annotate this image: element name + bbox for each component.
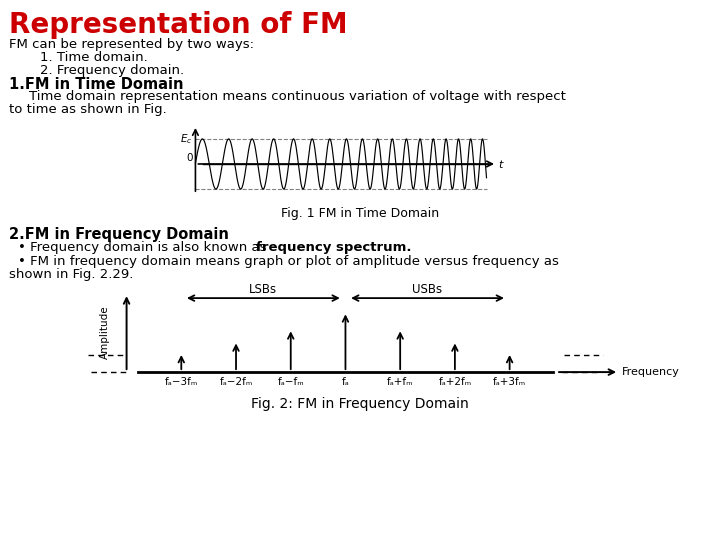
Text: shown in Fig. 2.29.: shown in Fig. 2.29. (9, 268, 133, 281)
Text: $t$: $t$ (498, 158, 505, 170)
Text: Frequency: Frequency (622, 367, 680, 377)
Text: $E_c$: $E_c$ (180, 132, 193, 146)
Text: 2.FM in Frequency Domain: 2.FM in Frequency Domain (9, 227, 228, 242)
Text: Representation of FM: Representation of FM (9, 11, 347, 39)
Text: Time domain representation means continuous variation of voltage with respect: Time domain representation means continu… (29, 90, 566, 103)
Text: LSBs: LSBs (249, 284, 277, 296)
Text: to time as shown in Fig.: to time as shown in Fig. (9, 103, 166, 116)
Text: 2. Frequency domain.: 2. Frequency domain. (40, 64, 184, 77)
Text: fₐ+2fₘ: fₐ+2fₘ (438, 377, 472, 387)
Text: 1.FM in Time Domain: 1.FM in Time Domain (9, 77, 183, 92)
Text: 1. Time domain.: 1. Time domain. (40, 51, 148, 64)
Text: • Frequency domain is also known as: • Frequency domain is also known as (18, 241, 271, 254)
Text: fₐ−fₘ: fₐ−fₘ (277, 377, 304, 387)
Text: Fig. 1 FM in Time Domain: Fig. 1 FM in Time Domain (281, 207, 439, 220)
Text: fₐ+3fₘ: fₐ+3fₘ (493, 377, 526, 387)
Text: USBs: USBs (413, 284, 443, 296)
Text: fₐ: fₐ (341, 377, 349, 387)
Text: fₐ+fₘ: fₐ+fₘ (387, 377, 413, 387)
Text: Fig. 2: FM in Frequency Domain: Fig. 2: FM in Frequency Domain (251, 397, 469, 411)
Text: 0: 0 (186, 153, 193, 163)
Text: FM can be represented by two ways:: FM can be represented by two ways: (9, 38, 253, 51)
Text: fₐ−2fₘ: fₐ−2fₘ (220, 377, 253, 387)
Text: Amplitude: Amplitude (99, 306, 109, 360)
Text: fₐ−3fₘ: fₐ−3fₘ (165, 377, 198, 387)
Text: frequency spectrum.: frequency spectrum. (256, 241, 411, 254)
Text: • FM in frequency domain means graph or plot of amplitude versus frequency as: • FM in frequency domain means graph or … (18, 255, 559, 268)
